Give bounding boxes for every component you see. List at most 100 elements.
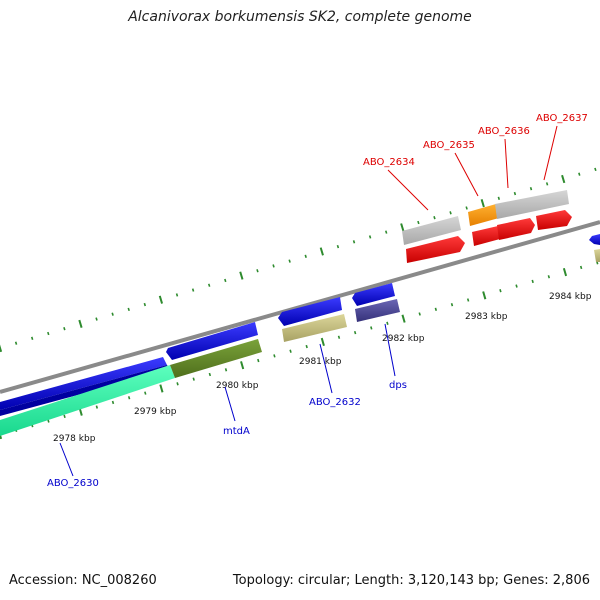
ruler-tick (63, 327, 66, 331)
ruler-tick (158, 295, 164, 304)
gene-label[interactable]: ABO_2635 (423, 140, 475, 151)
scale-labels: 2978 kbp 2979 kbp 2980 kbp 2981 kbp 2982… (53, 292, 592, 444)
ruler-tick (418, 312, 421, 316)
ruler-tick (0, 344, 3, 353)
ruler-tick (224, 368, 228, 372)
scale-label: 2981 kbp (299, 357, 342, 367)
gene-feature[interactable] (497, 218, 535, 240)
ruler-tick (127, 396, 131, 400)
gene-feature[interactable] (0, 357, 170, 416)
ruler-tick (515, 284, 518, 288)
ruler-tick (95, 317, 98, 321)
ruler-tick (433, 215, 436, 220)
ruler-tick (14, 341, 18, 345)
ruler-tick (224, 278, 227, 283)
gene-feature[interactable] (170, 339, 262, 378)
ruler-tick (417, 220, 420, 225)
ruler-tick (562, 267, 568, 277)
gene-feature[interactable] (589, 234, 600, 245)
accession-text: Accession: NC_008260 (9, 573, 157, 588)
ruler-tick (401, 314, 406, 323)
gene-feature[interactable] (406, 236, 465, 263)
ruler-tick (465, 206, 468, 210)
ruler-tick (594, 167, 597, 172)
ruler-tick (239, 271, 244, 280)
ruler-tick (450, 303, 454, 307)
ruler-tick (175, 293, 179, 297)
ruler-tick (386, 321, 389, 325)
ruler-tick (531, 279, 534, 284)
ruler-tick (579, 265, 583, 270)
gene-label[interactable]: mtdA (223, 426, 250, 437)
ruler-tick (480, 199, 485, 208)
ruler-tick (47, 419, 50, 423)
gene-feature[interactable] (472, 226, 500, 246)
gene-label[interactable]: dps (389, 380, 407, 391)
ruler-tick (529, 187, 533, 191)
gene-feature[interactable] (282, 314, 347, 342)
gene-feature[interactable] (536, 210, 572, 230)
scale-label: 2983 kbp (465, 312, 508, 322)
scale-label: 2979 kbp (134, 407, 177, 417)
gene-feature[interactable] (495, 190, 569, 219)
ruler-tick (78, 319, 83, 328)
ruler-tick (47, 331, 50, 336)
ruler-tick (30, 336, 34, 341)
ruler-tick (578, 172, 581, 176)
scale-label: 2980 kbp (216, 381, 259, 391)
gene-feature[interactable] (355, 299, 400, 322)
gene-label[interactable]: ABO_2632 (309, 397, 361, 408)
gene-labels: ABO_2630 mtdA ABO_2632 dps ABO_2634 ABO_… (47, 113, 588, 489)
ruler-tick (143, 302, 147, 307)
gene-feature[interactable] (594, 249, 600, 262)
ruler-tick (257, 358, 260, 363)
ruler-tick (352, 240, 356, 244)
scale-label: 2982 kbp (382, 334, 425, 344)
ruler-tick (353, 330, 357, 335)
genome-summary-text: Topology: circular; Length: 3,120,143 bp… (232, 573, 590, 588)
gene-label[interactable]: ABO_2634 (363, 157, 415, 168)
ruler-tick (111, 312, 114, 316)
label-leaders (59, 125, 558, 477)
ruler-tick (144, 391, 147, 395)
ruler-tick (482, 291, 487, 300)
gene-feature[interactable] (0, 365, 175, 436)
ruler-tick (336, 244, 340, 249)
gene-feature[interactable] (352, 283, 395, 306)
ruler-tick (159, 384, 164, 393)
ruler-tick (545, 182, 549, 186)
ruler-tick (499, 289, 502, 293)
gene-label[interactable]: ABO_2637 (536, 113, 588, 124)
gene-feature[interactable] (468, 204, 499, 226)
ruler-tick (63, 414, 66, 419)
ruler-tick (288, 259, 291, 263)
ruler-tick (561, 174, 566, 184)
ruler-tick (191, 288, 195, 292)
outer-tick-ring (0, 167, 597, 353)
ruler-tick (208, 372, 212, 377)
ruler-tick (547, 275, 551, 279)
ruler-tick (384, 230, 388, 234)
ruler-tick (127, 307, 130, 312)
ruler-tick (466, 298, 470, 302)
ruler-tick (449, 211, 452, 215)
gene-label[interactable]: ABO_2636 (478, 126, 530, 137)
scale-label: 2984 kbp (549, 292, 592, 302)
gene-feature[interactable] (402, 216, 461, 245)
inner-tick-ring (0, 261, 599, 440)
gene-feature[interactable] (166, 322, 258, 360)
gene-feature[interactable] (278, 297, 342, 326)
ruler-tick (320, 337, 325, 347)
ruler-tick (337, 335, 341, 339)
ruler-tick (111, 400, 115, 405)
scale-label: 2978 kbp (53, 434, 96, 444)
ruler-tick (95, 405, 99, 409)
genome-backbone (0, 220, 600, 394)
gene-label[interactable]: ABO_2630 (47, 478, 99, 489)
ruler-tick (273, 354, 276, 358)
ruler-tick (0, 431, 3, 440)
ruler-tick (176, 382, 179, 386)
ruler-tick (319, 247, 324, 256)
ruler-tick (370, 326, 373, 330)
